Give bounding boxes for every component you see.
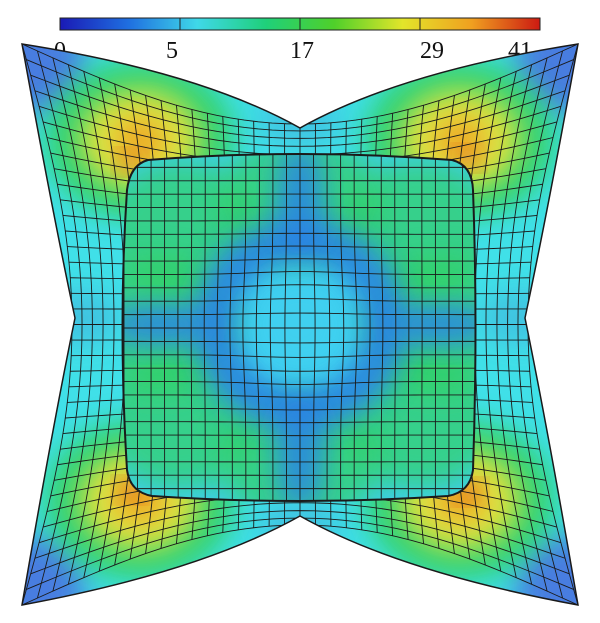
colorbar-tick-label-2: 17 <box>290 38 314 64</box>
corner-low-region-1 <box>515 44 578 115</box>
plate-mesh-line-row-21 <box>123 434 476 437</box>
plate-mesh-line-row-18 <box>123 394 476 398</box>
plate-mesh-line-row-19 <box>123 407 476 411</box>
sheet-mesh-line-col-33 <box>496 64 533 585</box>
edge-mid-region-2 <box>40 292 120 344</box>
punch-plate <box>121 153 477 502</box>
peak-red-spot-0 <box>120 154 140 170</box>
plate-mesh-line-col-18 <box>367 154 371 501</box>
plate-mesh-grid <box>123 154 476 501</box>
sheet-mesh-line-row-34 <box>30 510 570 575</box>
colorbar-ticks <box>179 18 421 30</box>
corner-low-region-3 <box>515 535 578 605</box>
plate-mesh-line-col-17 <box>353 154 358 501</box>
plate-outline <box>121 153 477 502</box>
hot-orange-region-0 <box>114 118 166 162</box>
plate-mesh-line-col-21 <box>407 154 410 501</box>
plate-mesh-line-row-17 <box>123 381 476 385</box>
sheet-mesh-line-col-34 <box>507 57 548 592</box>
sheet-mesh-line-col-35 <box>517 50 563 599</box>
plate-mesh-line-col-20 <box>394 154 397 501</box>
sheet-mesh-line-col-32 <box>485 71 517 578</box>
edge-mid-region-3 <box>480 292 560 344</box>
colorbar-tick-label-1: 5 <box>166 38 178 64</box>
plate-mesh-line-col-15 <box>326 154 331 501</box>
colorbar: 0 5 17 29 41 <box>54 17 541 64</box>
sheet-mesh-line-row-33 <box>34 502 566 559</box>
plate-mesh-line-row-20 <box>123 421 476 424</box>
sheet-outline <box>21 43 579 606</box>
plate-mesh-line-row-14 <box>123 340 476 344</box>
corner-low-region-2 <box>22 535 85 605</box>
plate-mesh-line-col-14 <box>313 154 316 501</box>
colorbar-tick-label-3: 29 <box>420 38 444 64</box>
plate-mesh-line-row-16 <box>123 367 476 372</box>
plate-mesh-line-row-15 <box>123 354 476 358</box>
plate-mesh-line-col-19 <box>380 154 384 501</box>
corner-low-region-0 <box>22 44 85 115</box>
hot-orange-region-1 <box>434 118 486 162</box>
plate-mesh-line-col-16 <box>340 154 345 501</box>
